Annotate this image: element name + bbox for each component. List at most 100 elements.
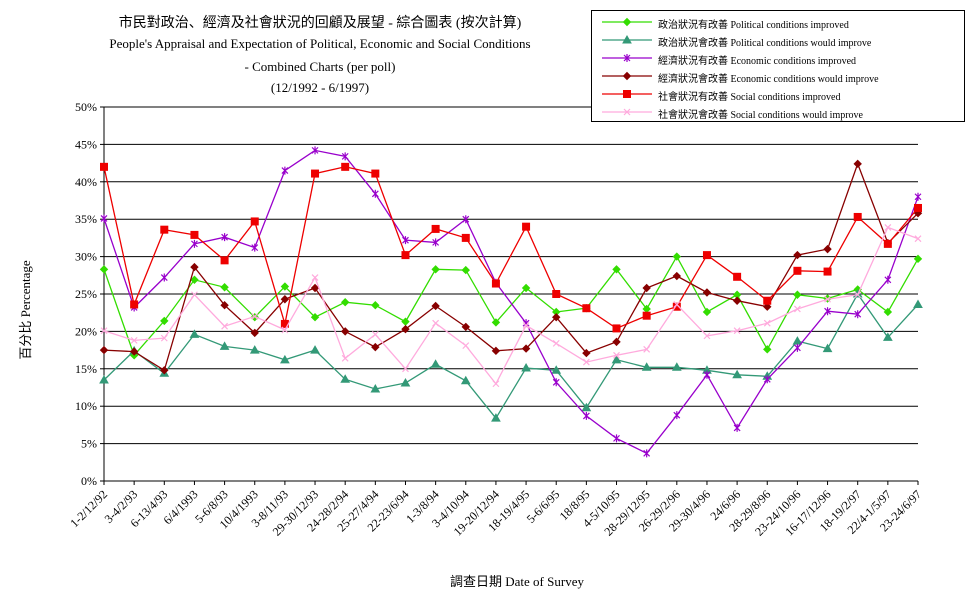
data-point bbox=[733, 327, 741, 335]
chart-title: 市民對政治、經濟及社會狀況的回顧及展望 - 綜合圖表 (按次計算) bbox=[118, 16, 522, 31]
data-point bbox=[99, 375, 109, 384]
chart-subtitle-line-3: (12/1992 - 6/1997) bbox=[270, 80, 370, 95]
data-point bbox=[522, 222, 531, 231]
data-point bbox=[492, 380, 500, 388]
series-line bbox=[103, 292, 919, 420]
y-tick-label: 20% bbox=[75, 324, 97, 338]
legend-swatch bbox=[602, 17, 652, 27]
data-point bbox=[281, 326, 289, 334]
series-5 bbox=[100, 162, 922, 333]
data-point bbox=[189, 329, 200, 338]
data-point bbox=[341, 162, 350, 171]
data-point bbox=[521, 344, 531, 353]
data-point bbox=[853, 212, 862, 221]
data-point bbox=[703, 332, 711, 340]
legend-swatch-marker bbox=[622, 71, 632, 81]
legend-swatch-marker bbox=[622, 17, 632, 27]
legend-swatch bbox=[602, 34, 652, 44]
data-point bbox=[401, 317, 410, 326]
legend-swatch-marker bbox=[622, 34, 632, 44]
data-point bbox=[793, 290, 802, 299]
legend-swatch-marker bbox=[623, 108, 631, 116]
data-point bbox=[100, 214, 108, 223]
legend-label: 經濟狀況有改善 Economic conditions improved bbox=[658, 56, 857, 67]
data-point bbox=[612, 265, 621, 274]
data-point bbox=[160, 225, 169, 234]
data-point bbox=[462, 215, 470, 224]
data-point bbox=[431, 265, 440, 274]
data-point bbox=[311, 274, 319, 281]
series-3 bbox=[100, 146, 922, 458]
legend-swatch bbox=[602, 71, 652, 81]
data-point bbox=[854, 310, 862, 319]
data-point bbox=[431, 301, 440, 311]
data-point bbox=[461, 265, 470, 275]
data-point bbox=[191, 291, 198, 299]
data-point bbox=[702, 307, 712, 317]
data-point bbox=[249, 345, 260, 354]
data-point bbox=[883, 307, 893, 317]
data-point bbox=[823, 267, 832, 276]
series-6 bbox=[100, 224, 922, 388]
legend: 政治狀況有改善 Political conditions improved 政治狀… bbox=[591, 10, 965, 122]
data-point bbox=[672, 271, 682, 281]
data-point bbox=[913, 299, 923, 308]
data-point bbox=[763, 296, 772, 305]
data-point bbox=[160, 334, 168, 342]
data-point bbox=[491, 346, 501, 356]
data-point bbox=[793, 266, 802, 275]
data-point bbox=[673, 411, 681, 420]
data-point bbox=[370, 383, 381, 393]
legend-label: 政治狀況會改善 Political conditions would impro… bbox=[658, 38, 872, 49]
data-point bbox=[884, 224, 892, 231]
legend-item: 經濟狀況會改善 Economic conditions would improv… bbox=[592, 68, 962, 86]
data-point bbox=[823, 244, 832, 254]
data-point bbox=[522, 321, 530, 329]
legend-item: 政治狀況會改善 Political conditions would impro… bbox=[592, 32, 962, 50]
data-point bbox=[702, 288, 712, 297]
data-point bbox=[250, 217, 259, 226]
legend-item: 社會狀況會改善 Social conditions would improve bbox=[592, 104, 962, 122]
data-point bbox=[913, 254, 923, 264]
y-tick-label: 30% bbox=[75, 250, 97, 264]
data-point bbox=[733, 272, 742, 281]
data-point bbox=[551, 365, 562, 374]
data-point bbox=[914, 192, 922, 201]
data-point bbox=[220, 301, 229, 310]
data-point bbox=[130, 336, 138, 344]
y-tick-label: 40% bbox=[75, 175, 97, 189]
data-point bbox=[491, 279, 500, 288]
data-point bbox=[160, 366, 169, 375]
data-point bbox=[190, 275, 199, 284]
data-point bbox=[763, 302, 772, 311]
data-point bbox=[521, 283, 531, 293]
legend-label: 政治狀況有改善 Political conditions improved bbox=[658, 20, 849, 31]
data-point bbox=[552, 339, 560, 347]
data-point bbox=[220, 256, 229, 265]
data-point bbox=[491, 413, 501, 422]
data-point bbox=[280, 282, 290, 291]
data-point bbox=[613, 434, 620, 443]
y-tick-label: 5% bbox=[81, 437, 97, 451]
data-point bbox=[914, 203, 922, 212]
x-axis-label: 調查日期 Date of Survey bbox=[450, 574, 584, 589]
data-point bbox=[671, 362, 682, 371]
data-point bbox=[702, 251, 711, 260]
data-point bbox=[311, 146, 319, 155]
y-tick-label: 35% bbox=[75, 212, 97, 226]
data-point bbox=[310, 312, 320, 322]
x-tick-label: 5-6/6/95 bbox=[524, 487, 563, 526]
data-point bbox=[884, 275, 892, 284]
data-point bbox=[853, 159, 862, 169]
data-point bbox=[371, 301, 380, 310]
legend-item: 政治狀況有改善 Political conditions improved bbox=[592, 14, 962, 32]
data-point bbox=[582, 358, 590, 366]
data-point bbox=[280, 354, 290, 364]
legend-label: 經濟狀況會改善 Economic conditions would improv… bbox=[658, 74, 879, 85]
legend-label: 社會狀況會改善 Social conditions would improve bbox=[658, 110, 863, 121]
series-line bbox=[103, 226, 919, 385]
data-point bbox=[190, 230, 199, 239]
data-point bbox=[763, 319, 771, 327]
data-point bbox=[792, 336, 803, 345]
x-axis-tick-labels: 1-2/12/923-4/2/936-13/4/936/4/19935-6/8/… bbox=[67, 481, 924, 539]
